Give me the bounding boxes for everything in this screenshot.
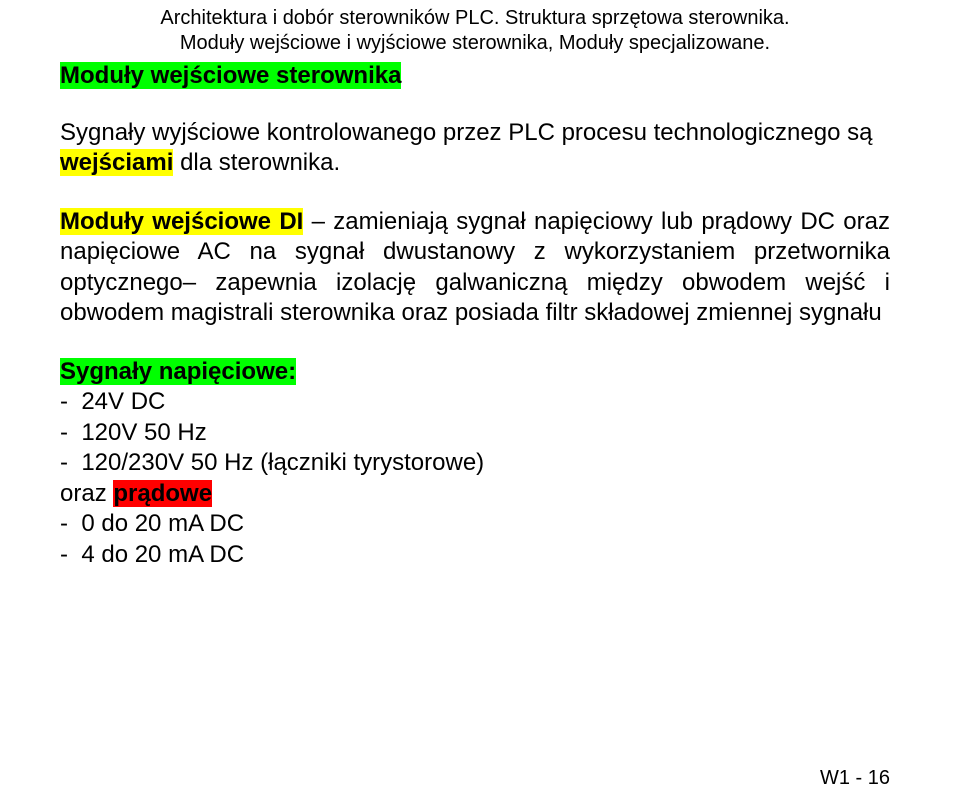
signal-item-2: - 120V 50 Hz (60, 418, 890, 448)
header-line-2: Moduły wejściowe i wyjściowe sterownika,… (60, 31, 890, 56)
signals-oraz-line: oraz prądowe (60, 479, 890, 509)
signal-item-1: - 24V DC (60, 387, 890, 417)
signal-item-3: - 120/230V 50 Hz (łączniki tyrystorowe) (60, 448, 890, 478)
paragraph-2: Moduły wejściowe DI – zamieniają sygnał … (60, 207, 890, 329)
section-title-text: Moduły wejściowe sterownika (60, 62, 401, 89)
page: Architektura i dobór sterowników PLC. St… (0, 0, 960, 808)
header-line-1: Architektura i dobór sterowników PLC. St… (60, 6, 890, 31)
para1-pre: Sygnały wyjściowe kontrolowanego przez P… (60, 119, 872, 146)
signals-pradowe: prądowe (113, 480, 212, 507)
para1-highlight: wejściami (60, 149, 173, 176)
signals-title-text: Sygnały napięciowe: (60, 358, 296, 385)
para1-post: dla sterownika. (173, 149, 340, 176)
paragraph-1: Sygnały wyjściowe kontrolowanego przez P… (60, 118, 890, 179)
signal-item-5: - 4 do 20 mA DC (60, 540, 890, 570)
page-footer: W1 - 16 (820, 767, 890, 790)
section-title: Moduły wejściowe sterownika (60, 62, 890, 90)
para2-highlight: Moduły wejściowe DI (60, 208, 303, 235)
signals-block: Sygnały napięciowe: - 24V DC - 120V 50 H… (60, 357, 890, 570)
signal-item-4: - 0 do 20 mA DC (60, 509, 890, 539)
signals-title: Sygnały napięciowe: (60, 357, 890, 387)
signals-oraz: oraz (60, 480, 113, 507)
